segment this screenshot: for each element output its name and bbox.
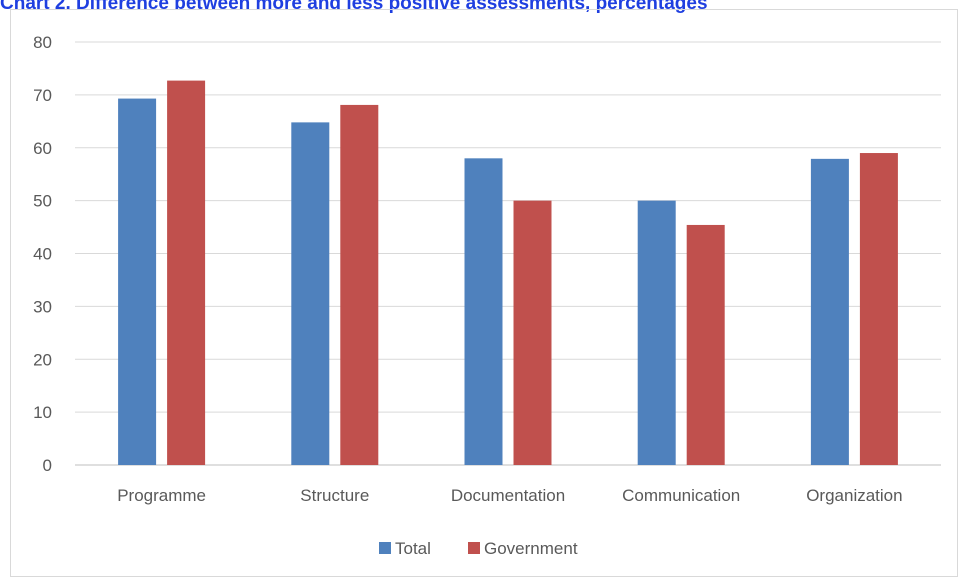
legend-swatch-government xyxy=(468,542,480,554)
gridlines xyxy=(75,41,941,466)
category-label: Communication xyxy=(622,486,740,505)
category-label: Organization xyxy=(806,486,902,505)
chart-frame xyxy=(10,9,958,577)
bars xyxy=(118,80,898,466)
bar-government-structure xyxy=(340,104,379,465)
bar-total-documentation xyxy=(464,158,503,465)
category-label: Structure xyxy=(300,486,369,505)
legend-label-total: Total xyxy=(395,539,431,558)
y-tick-label: 50 xyxy=(33,192,52,211)
y-tick-label: 0 xyxy=(43,456,52,475)
y-tick-label: 60 xyxy=(33,139,52,158)
y-tick-label: 80 xyxy=(33,33,52,52)
bar-government-documentation xyxy=(513,200,552,465)
legend: Total Government xyxy=(379,539,578,558)
bar-government-communication xyxy=(686,224,725,465)
category-label: Documentation xyxy=(451,486,565,505)
bar-government-programme xyxy=(167,80,206,465)
bar-total-organization xyxy=(810,158,849,465)
category-label: Programme xyxy=(117,486,206,505)
y-tick-label: 20 xyxy=(33,350,52,369)
bar-total-communication xyxy=(637,200,676,465)
bar-total-programme xyxy=(118,98,157,466)
y-axis: 0 10 20 30 40 50 60 70 80 xyxy=(33,33,52,475)
x-axis: Programme Structure Documentation Communica… xyxy=(117,486,902,505)
bar-government-organization xyxy=(859,153,898,465)
y-tick-label: 10 xyxy=(33,403,52,422)
y-tick-label: 40 xyxy=(33,245,52,264)
y-tick-label: 30 xyxy=(33,297,52,316)
y-tick-label: 70 xyxy=(33,86,52,105)
legend-swatch-total xyxy=(379,542,391,554)
bar-total-structure xyxy=(291,122,330,466)
legend-label-government: Government xyxy=(484,539,578,558)
chart-title: Chart 2. Difference between more and les… xyxy=(0,0,708,14)
